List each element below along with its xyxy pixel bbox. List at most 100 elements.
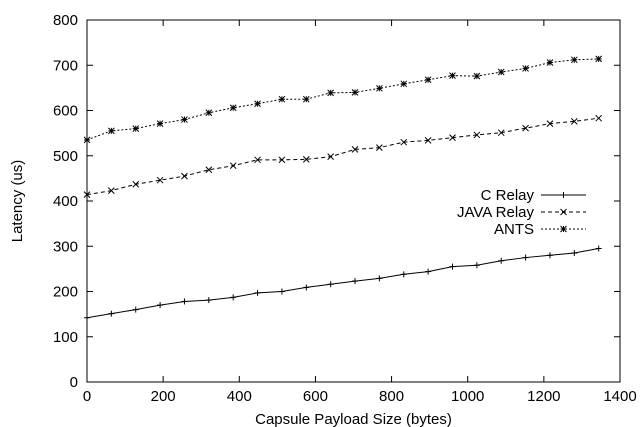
data-point — [229, 104, 237, 112]
data-point — [254, 289, 261, 296]
legend-marker — [560, 192, 567, 198]
data-point — [205, 297, 212, 304]
data-point — [498, 257, 505, 264]
legend-marker — [560, 225, 567, 233]
data-point — [132, 306, 139, 313]
data-point — [376, 144, 383, 151]
axis-ticks — [86, 19, 621, 383]
data-point — [497, 68, 505, 76]
data-point — [181, 172, 188, 180]
x-tick-label: 800 — [379, 388, 404, 405]
legend-label: C Relay — [481, 187, 535, 204]
data-point — [546, 59, 554, 66]
data-point — [108, 127, 115, 135]
data-point — [570, 118, 578, 125]
data-point — [254, 156, 261, 164]
series-line — [86, 248, 599, 319]
data-point — [108, 310, 115, 317]
series-java-relay — [83, 114, 603, 199]
data-point — [473, 262, 480, 269]
y-tick-label: 300 — [53, 238, 78, 255]
data-point — [83, 136, 91, 144]
data-point — [157, 302, 164, 309]
data-point — [327, 153, 335, 161]
y-tick-label: 500 — [53, 148, 78, 165]
data-point — [254, 100, 261, 108]
data-point — [229, 162, 237, 170]
data-point — [303, 284, 310, 291]
data-point — [352, 278, 359, 285]
legend-label: ANTS — [494, 221, 534, 238]
data-point — [181, 116, 188, 123]
y-tick-label: 700 — [53, 57, 78, 74]
data-point — [571, 250, 578, 257]
data-point — [327, 281, 334, 288]
data-point — [595, 245, 602, 252]
x-tick-label: 1400 — [603, 388, 636, 405]
data-point — [181, 298, 188, 305]
data-point — [522, 65, 529, 72]
data-point — [424, 76, 432, 84]
data-point — [522, 254, 529, 261]
data-point — [570, 56, 578, 64]
data-point — [327, 89, 335, 97]
data-point — [230, 294, 237, 301]
y-tick-label: 0 — [70, 374, 78, 391]
data-point — [83, 191, 91, 199]
x-tick-label: 200 — [151, 388, 176, 405]
series-line — [86, 117, 599, 196]
data-point — [449, 263, 456, 270]
data-point — [424, 137, 432, 144]
data-point — [278, 288, 285, 295]
data-point — [351, 89, 359, 96]
x-tick-label: 1200 — [527, 388, 560, 405]
data-point — [205, 166, 213, 174]
y-tick-label: 200 — [53, 284, 78, 301]
data-point — [278, 156, 286, 164]
series-line — [86, 58, 599, 141]
data-point — [351, 146, 359, 153]
data-point — [497, 129, 505, 137]
plot-frame — [86, 19, 621, 383]
y-axis-title: Latency (us) — [9, 160, 26, 243]
y-tick-label: 100 — [53, 329, 78, 346]
data-point — [132, 180, 140, 188]
data-point — [376, 275, 383, 282]
data-point — [302, 156, 310, 163]
data-point — [473, 72, 481, 80]
legend-item: C Relay — [481, 187, 586, 204]
data-point — [302, 95, 310, 103]
data-point — [449, 134, 456, 142]
data-point — [400, 138, 408, 146]
data-point — [400, 271, 407, 278]
series-c-relay — [84, 245, 602, 321]
y-tick-label: 800 — [53, 12, 78, 29]
data-point — [546, 120, 554, 127]
x-axis-title: Capsule Payload Size (bytes) — [255, 411, 452, 427]
data-point — [522, 124, 529, 132]
data-point — [278, 95, 286, 103]
legend-item: JAVA Relay — [457, 204, 586, 221]
data-point — [546, 252, 553, 259]
data-point — [595, 55, 603, 63]
tick-labels: 0 200 400 600 800 1000 1200 1400 0 100 200 300 400 50… — [53, 12, 637, 405]
data-point — [84, 314, 90, 321]
x-tick-label: 1000 — [451, 388, 484, 405]
data-point — [205, 109, 213, 117]
data-point — [108, 187, 115, 194]
y-tick-label: 600 — [53, 103, 78, 120]
data-point — [400, 80, 408, 88]
y-tick-label: 400 — [53, 193, 78, 210]
x-tick-label: 0 — [83, 388, 91, 405]
legend-marker — [560, 208, 567, 216]
legend-label: JAVA Relay — [457, 204, 534, 221]
series-layer — [83, 55, 603, 321]
data-point — [595, 114, 603, 122]
series-ants — [83, 55, 603, 144]
x-tick-label: 600 — [303, 388, 328, 405]
data-point — [156, 120, 164, 127]
data-point — [473, 131, 481, 139]
x-tick-label: 400 — [227, 388, 252, 405]
